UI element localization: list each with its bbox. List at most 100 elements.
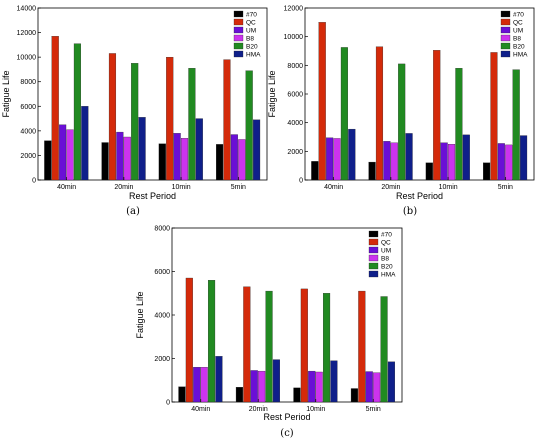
bar-n70-5min: [216, 144, 224, 181]
legend-swatch-QC: [368, 238, 379, 246]
bar-UM-20min: [116, 131, 124, 181]
legend-swatch-B8: [233, 34, 244, 42]
y-tick-label: 0: [299, 178, 303, 185]
x-tick-label: 5min: [498, 184, 513, 191]
y-tick-label: 12000: [17, 30, 37, 37]
y-tick-label: 6000: [287, 92, 303, 99]
bar-B8-5min: [373, 372, 381, 403]
bar-QC-10min: [433, 50, 441, 181]
legend-swatch-n70: [233, 10, 244, 18]
legend-swatch-QC: [233, 18, 244, 26]
bar-QC-10min: [300, 288, 308, 403]
bar-QC-40min: [318, 22, 326, 181]
bar-HMA-5min: [520, 135, 528, 181]
legend-label: B20: [246, 44, 258, 51]
bar-n70-40min: [178, 386, 186, 403]
bar-B8-5min: [505, 144, 513, 181]
bar-UM-10min: [173, 133, 181, 181]
x-tick-label: 20min: [114, 184, 133, 191]
bar-UM-5min: [365, 371, 373, 403]
bar-B20-5min: [512, 69, 520, 181]
bar-B20-40min: [73, 43, 81, 181]
y-tick-label: 12000: [284, 6, 304, 13]
y-tick-label: 2000: [287, 149, 303, 156]
y-axis-label: Fatigue Life: [267, 70, 277, 117]
legend-label: QC: [513, 20, 523, 27]
bar-HMA-10min: [195, 118, 203, 181]
y-tick-label: 4000: [154, 313, 170, 320]
bar-HMA-10min: [330, 360, 338, 403]
bar-QC-5min: [223, 59, 231, 181]
y-axis-label: Fatigue Life: [135, 291, 145, 338]
bar-UM-10min: [308, 370, 316, 403]
bar-B8-20min: [390, 142, 398, 181]
y-tick-label: 6000: [20, 104, 36, 111]
bar-B20-10min: [188, 68, 196, 181]
chart-panel-a: 0 2000 4000 6000 8000 10000 12000 14000 40min 20m…: [1, 6, 268, 217]
bar-QC-40min: [51, 36, 59, 181]
x-tick-label: 40min: [324, 184, 343, 191]
bar-HMA-5min: [387, 361, 395, 403]
legend-swatch-QC: [500, 18, 511, 26]
bar-B20-40min: [340, 47, 348, 181]
x-tick-label: 40min: [57, 184, 76, 191]
legend-swatch-B8: [500, 34, 511, 42]
legend-swatch-B8: [368, 254, 379, 262]
bar-QC-20min: [243, 286, 251, 403]
bar-B20-5min: [245, 70, 253, 181]
legend-swatch-HMA: [233, 50, 244, 58]
legend-label: QC: [246, 20, 256, 27]
y-tick-label: 8000: [20, 79, 36, 86]
bar-B8-10min: [447, 144, 456, 181]
bar-HMA-10min: [462, 134, 470, 181]
bar-QC-5min: [358, 290, 366, 403]
legend-swatch-UM: [500, 26, 511, 34]
bar-QC-5min: [490, 52, 498, 181]
bar-B20-40min: [207, 280, 216, 403]
bar-HMA-40min: [348, 128, 356, 181]
bar-n70-5min: [483, 162, 491, 181]
bar-B8-5min: [238, 139, 246, 181]
legend-label: B20: [381, 264, 393, 271]
bar-B20-10min: [455, 68, 463, 181]
x-tick-label: 5min: [231, 184, 246, 191]
bar-UM-40min: [326, 137, 334, 181]
x-tick-label: 40min: [191, 406, 210, 413]
y-tick-label: 6000: [154, 269, 170, 276]
bar-n70-20min: [235, 387, 244, 403]
legend-label: UM: [381, 248, 391, 255]
bar-B8-20min: [258, 370, 266, 403]
legend-label: HMA: [246, 52, 261, 59]
y-tick-label: 14000: [17, 6, 37, 13]
bar-HMA-40min: [81, 106, 89, 181]
chart-panel-c: 0 2000 4000 6000 8000 40min 20min 10min 5min Rest…: [135, 226, 403, 439]
legend-label: QC: [381, 240, 391, 247]
bar-n70-10min: [425, 162, 433, 181]
y-tick-label: 8000: [287, 63, 303, 70]
legend-swatch-B20: [500, 42, 511, 50]
legend-label: HMA: [381, 272, 396, 279]
y-tick-label: 0: [166, 400, 170, 407]
y-tick-label: 10000: [284, 34, 304, 41]
x-tick-label: 10min: [439, 184, 458, 191]
y-tick-label: 2000: [154, 356, 170, 363]
legend-swatch-n70: [368, 230, 379, 238]
bar-n70-10min: [293, 387, 301, 403]
x-tick-label: 20min: [249, 406, 268, 413]
bar-B8-40min: [200, 367, 208, 403]
legend-swatch-UM: [368, 246, 379, 254]
bar-B8-10min: [180, 138, 189, 181]
legend-label: B8: [246, 36, 254, 43]
bar-HMA-5min: [253, 119, 261, 181]
bar-B20-5min: [380, 296, 388, 403]
bar-B8-40min: [66, 129, 74, 181]
bar-B8-10min: [315, 371, 323, 403]
bar-n70-20min: [368, 161, 376, 181]
bar-QC-40min: [185, 277, 193, 403]
x-tick-label: 5min: [366, 406, 381, 413]
x-tick-label: 10min: [306, 406, 325, 413]
y-tick-label: 10000: [17, 55, 37, 62]
x-tick-label: 20min: [381, 184, 400, 191]
